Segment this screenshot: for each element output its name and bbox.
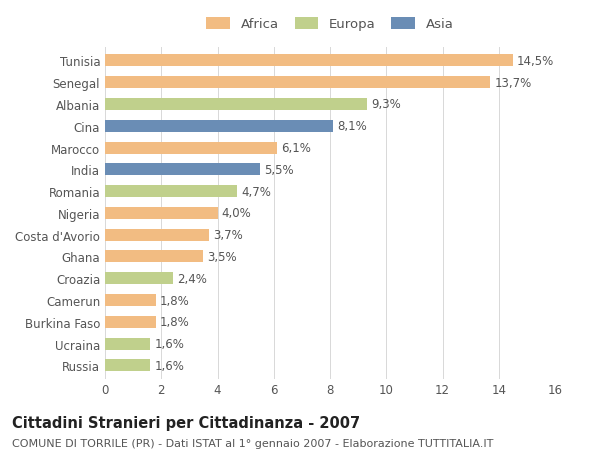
Text: 5,5%: 5,5% bbox=[264, 163, 293, 176]
Bar bbox=[105, 186, 237, 198]
Text: 4,0%: 4,0% bbox=[222, 207, 251, 220]
Bar bbox=[105, 360, 150, 372]
Text: 13,7%: 13,7% bbox=[494, 77, 532, 90]
Text: 8,1%: 8,1% bbox=[337, 120, 367, 133]
Bar bbox=[105, 207, 218, 219]
Text: Cittadini Stranieri per Cittadinanza - 2007: Cittadini Stranieri per Cittadinanza - 2… bbox=[12, 415, 360, 431]
Text: 9,3%: 9,3% bbox=[371, 98, 401, 111]
Bar bbox=[105, 316, 155, 328]
Bar bbox=[105, 121, 333, 133]
Bar bbox=[105, 294, 155, 307]
Bar bbox=[105, 99, 367, 111]
Bar bbox=[105, 273, 173, 285]
Text: 14,5%: 14,5% bbox=[517, 55, 554, 68]
Text: 1,8%: 1,8% bbox=[160, 316, 190, 329]
Bar bbox=[105, 55, 513, 67]
Bar bbox=[105, 164, 260, 176]
Bar bbox=[105, 142, 277, 154]
Bar bbox=[105, 251, 203, 263]
Bar bbox=[105, 338, 150, 350]
Text: 3,5%: 3,5% bbox=[208, 251, 237, 263]
Text: 2,4%: 2,4% bbox=[177, 272, 206, 285]
Text: 1,6%: 1,6% bbox=[154, 337, 184, 350]
Text: 4,7%: 4,7% bbox=[241, 185, 271, 198]
Bar bbox=[105, 77, 490, 89]
Legend: Africa, Europa, Asia: Africa, Europa, Asia bbox=[202, 14, 458, 35]
Text: COMUNE DI TORRILE (PR) - Dati ISTAT al 1° gennaio 2007 - Elaborazione TUTTITALIA: COMUNE DI TORRILE (PR) - Dati ISTAT al 1… bbox=[12, 438, 493, 448]
Text: 3,7%: 3,7% bbox=[213, 229, 243, 241]
Text: 1,8%: 1,8% bbox=[160, 294, 190, 307]
Text: 6,1%: 6,1% bbox=[281, 142, 311, 155]
Bar bbox=[105, 229, 209, 241]
Text: 1,6%: 1,6% bbox=[154, 359, 184, 372]
